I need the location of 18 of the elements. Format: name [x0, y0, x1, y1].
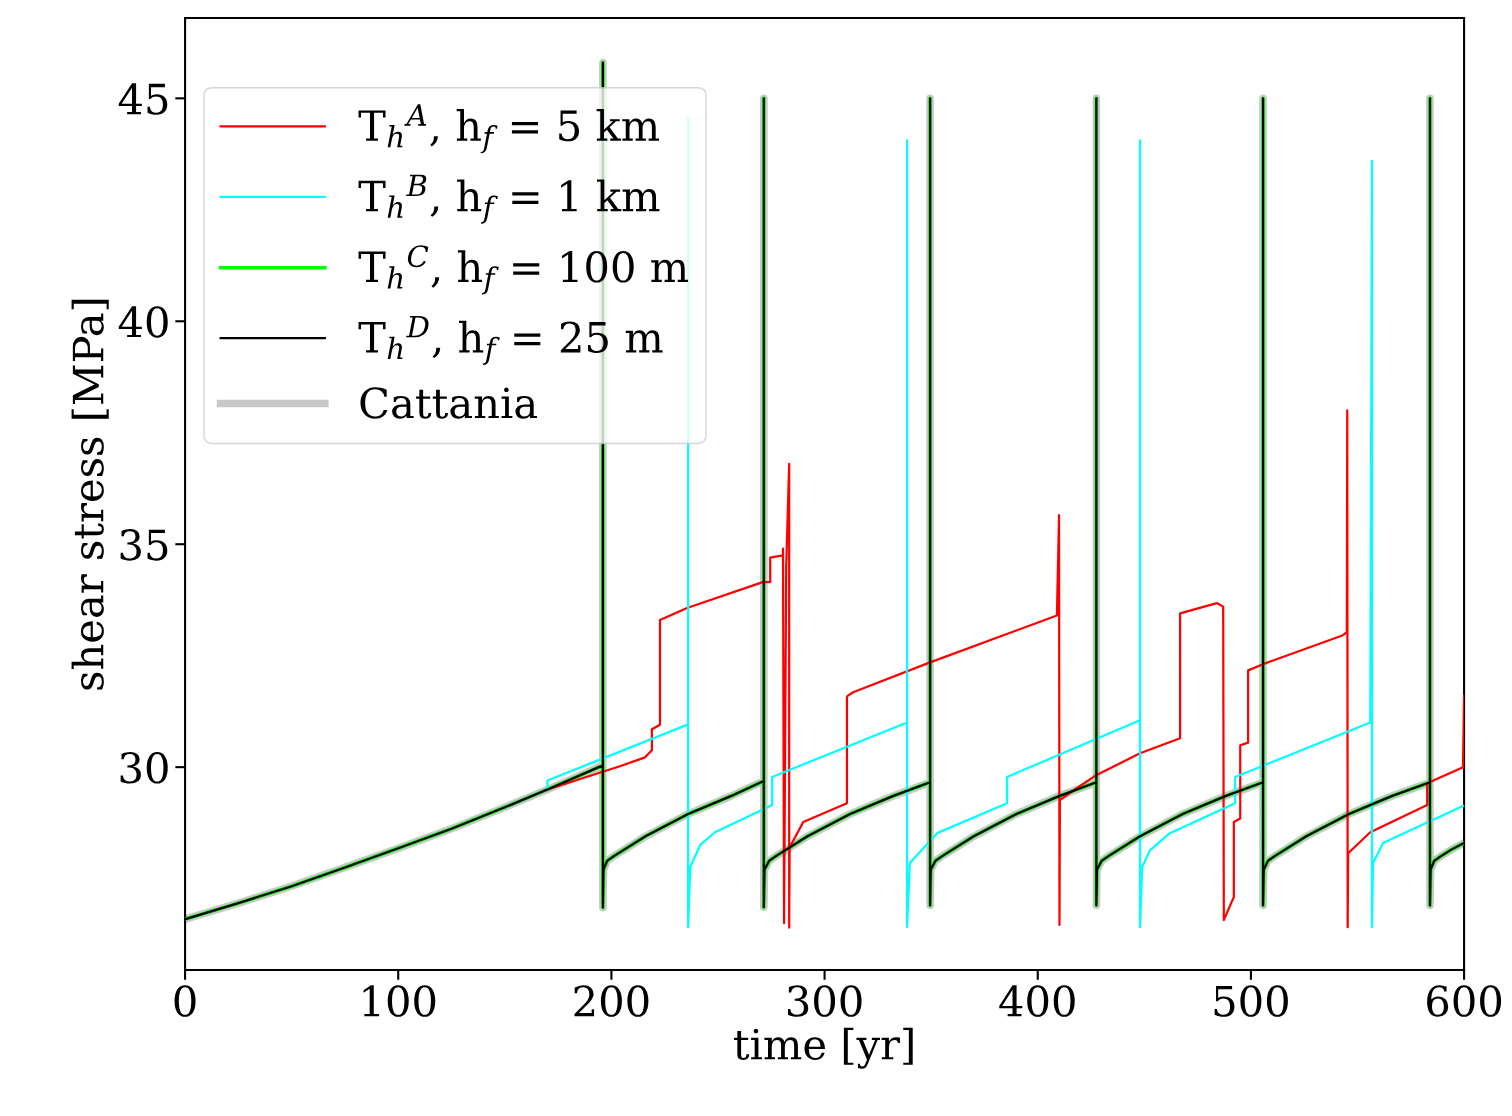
legend-label: T$_{h}$$^{D}$, h$_{f}$ = 25 m	[358, 316, 663, 365]
x-tick-label: 100	[363, 985, 436, 1017]
x-tick-label: 300	[787, 985, 862, 1017]
x-tick-label: 500	[1214, 985, 1288, 1017]
y-tick-label: 35	[120, 529, 168, 561]
y-tick-label: 40	[118, 306, 168, 338]
legend-label: T$_{h}$$^{A}$, h$_{f}$ = 5 km	[358, 104, 660, 154]
legend-label: T$_{h}$$^{C}$, h$_{f}$ = 100 m	[358, 245, 689, 295]
y-tick-label: 30	[120, 752, 168, 784]
x-axis-title: time [yr]	[734, 1027, 913, 1069]
x-tick-label: 400	[999, 985, 1075, 1017]
y-axis-title: shear stress [MPa]	[71, 299, 109, 690]
x-tick-label: 600	[1427, 985, 1502, 1017]
legend-label: Cattania	[360, 387, 537, 419]
y-tick-label: 45	[118, 83, 168, 115]
legend-label: T$_{h}$$^{B}$, h$_{f}$ = 1 km	[358, 174, 660, 224]
x-tick-label: 200	[574, 985, 649, 1017]
x-tick-label: 0	[174, 985, 196, 1017]
